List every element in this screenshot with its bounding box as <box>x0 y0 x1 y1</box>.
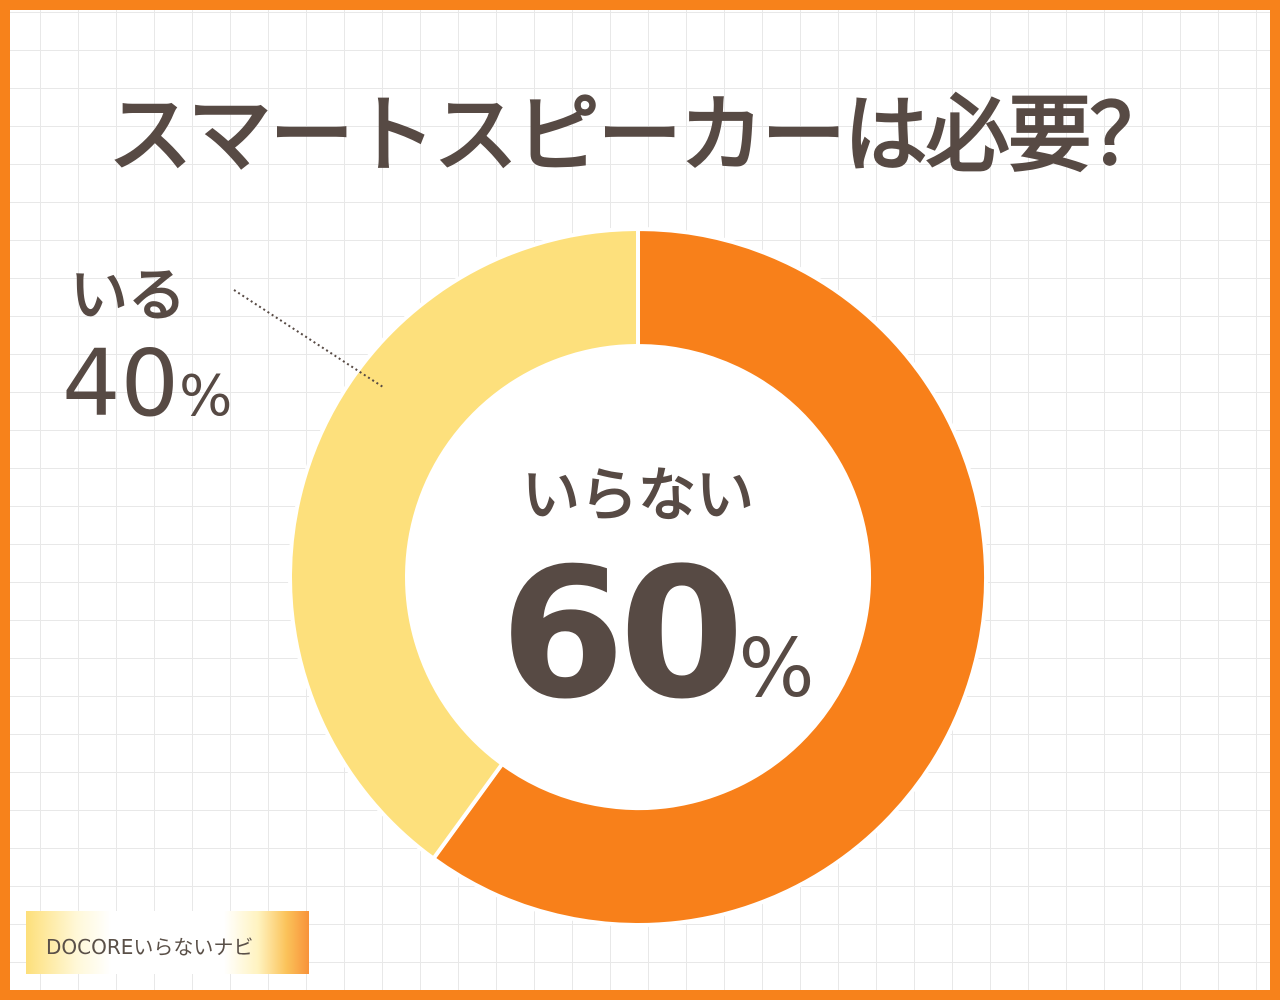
logo: DOCOREいらないナビ <box>26 911 309 974</box>
slice-value-iranai: 60% <box>500 530 815 739</box>
slice-value-iru: 40% <box>62 330 233 437</box>
page-title: スマートスピーカーは必要？ <box>108 86 1173 184</box>
slice-label-iru: いる <box>70 261 187 329</box>
leader-line <box>233 289 384 388</box>
donut-hole <box>407 346 869 808</box>
slice-label-iranai: いらない <box>521 461 754 529</box>
